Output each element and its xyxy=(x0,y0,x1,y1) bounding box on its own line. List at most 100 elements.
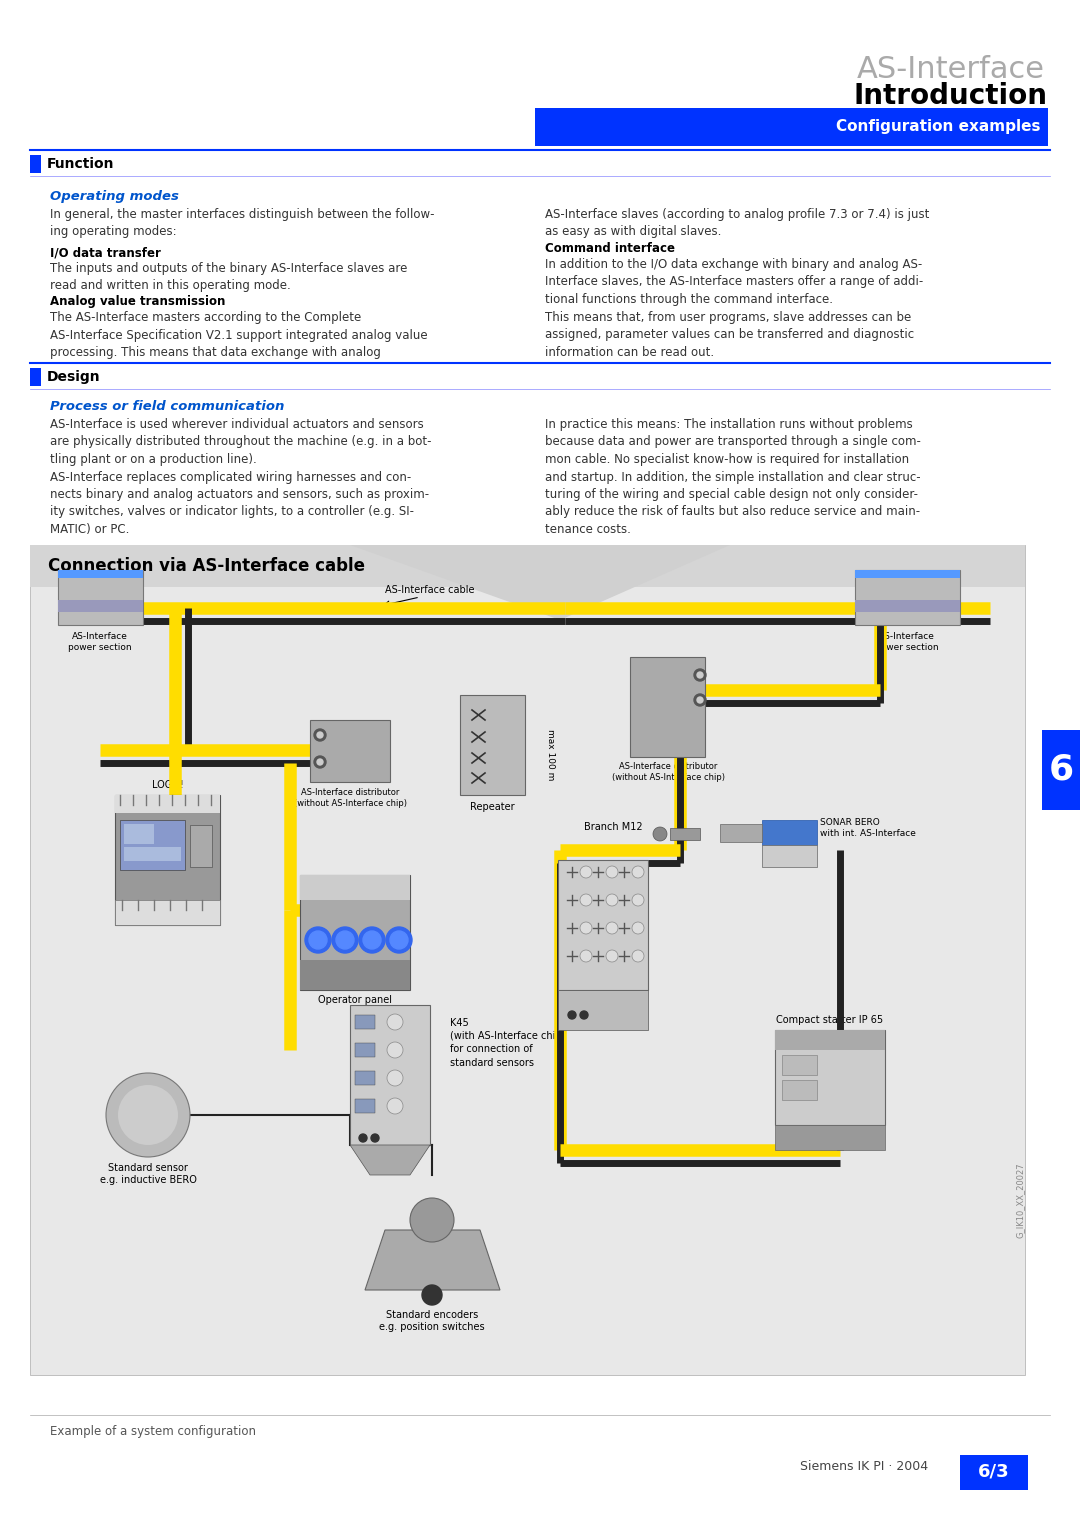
FancyBboxPatch shape xyxy=(114,900,220,924)
Circle shape xyxy=(363,931,381,949)
Text: Branch M12: Branch M12 xyxy=(583,822,643,833)
Text: Configuration examples: Configuration examples xyxy=(836,119,1040,134)
Circle shape xyxy=(336,931,354,949)
FancyBboxPatch shape xyxy=(350,1005,430,1144)
FancyBboxPatch shape xyxy=(782,1054,816,1076)
Text: Design: Design xyxy=(48,370,100,384)
FancyBboxPatch shape xyxy=(124,824,154,843)
Text: AS-Interface: AS-Interface xyxy=(858,55,1045,84)
Circle shape xyxy=(632,950,644,963)
Circle shape xyxy=(314,729,326,741)
FancyBboxPatch shape xyxy=(775,1030,885,1125)
Text: Standard encoders
e.g. position switches: Standard encoders e.g. position switches xyxy=(379,1309,485,1332)
FancyBboxPatch shape xyxy=(855,570,960,625)
FancyBboxPatch shape xyxy=(775,1125,885,1151)
Text: G_IK10_XX_20027: G_IK10_XX_20027 xyxy=(1015,1163,1025,1238)
Circle shape xyxy=(580,866,592,879)
Circle shape xyxy=(387,1042,403,1057)
FancyBboxPatch shape xyxy=(30,545,1025,1375)
Text: max 100 m: max 100 m xyxy=(545,729,554,781)
FancyBboxPatch shape xyxy=(58,570,143,625)
Circle shape xyxy=(372,1134,379,1141)
Text: AS-Interface cable: AS-Interface cable xyxy=(386,585,475,594)
Text: Repeater: Repeater xyxy=(470,802,514,811)
FancyBboxPatch shape xyxy=(300,876,410,990)
Text: AS-Interface distributor
(without AS-Interface chip): AS-Interface distributor (without AS-Int… xyxy=(611,762,725,782)
FancyBboxPatch shape xyxy=(855,601,960,613)
FancyBboxPatch shape xyxy=(558,860,648,990)
Text: 6: 6 xyxy=(1049,753,1074,787)
FancyBboxPatch shape xyxy=(1042,730,1080,810)
Text: K45
(with AS-Interface chip)
for connection of
standard sensors: K45 (with AS-Interface chip) for connect… xyxy=(450,1018,565,1068)
FancyBboxPatch shape xyxy=(114,795,220,924)
Text: AS-Interface is used wherever individual actuators and sensors
are physically di: AS-Interface is used wherever individual… xyxy=(50,419,432,536)
Text: Introduction: Introduction xyxy=(854,83,1048,110)
FancyBboxPatch shape xyxy=(558,990,648,1030)
Circle shape xyxy=(606,921,618,934)
Text: Standard sensor
e.g. inductive BERO: Standard sensor e.g. inductive BERO xyxy=(99,1163,197,1186)
Circle shape xyxy=(632,866,644,879)
Text: Siemens IK PI · 2004: Siemens IK PI · 2004 xyxy=(800,1459,928,1473)
FancyBboxPatch shape xyxy=(960,1455,1028,1490)
Text: K60: K60 xyxy=(594,845,612,856)
Text: AS-Interface
power section: AS-Interface power section xyxy=(875,633,939,652)
Text: Example of a system configuration: Example of a system configuration xyxy=(50,1426,256,1438)
Text: LOGO!: LOGO! xyxy=(152,779,184,790)
Circle shape xyxy=(314,756,326,769)
FancyBboxPatch shape xyxy=(58,570,143,578)
Text: AS-Interface slaves (according to analog profile 7.3 or 7.4) is just
as easy as : AS-Interface slaves (according to analog… xyxy=(545,208,930,238)
Circle shape xyxy=(332,927,357,953)
Text: Process or field communication: Process or field communication xyxy=(50,400,284,413)
Circle shape xyxy=(118,1085,178,1144)
FancyBboxPatch shape xyxy=(114,795,220,813)
FancyBboxPatch shape xyxy=(762,821,816,845)
Text: I/O data transfer: I/O data transfer xyxy=(50,246,161,260)
Text: Function: Function xyxy=(48,157,114,171)
FancyBboxPatch shape xyxy=(355,1099,375,1112)
FancyBboxPatch shape xyxy=(775,1030,885,1050)
Circle shape xyxy=(387,1099,403,1114)
Text: The AS-Interface masters according to the Complete
AS-Interface Specification V2: The AS-Interface masters according to th… xyxy=(50,312,428,359)
FancyBboxPatch shape xyxy=(535,108,1048,147)
Text: In general, the master interfaces distinguish between the follow-
ing operating : In general, the master interfaces distin… xyxy=(50,208,434,238)
Polygon shape xyxy=(350,545,730,620)
Circle shape xyxy=(318,759,323,766)
Circle shape xyxy=(697,672,703,678)
Text: Operating modes: Operating modes xyxy=(50,189,179,203)
FancyBboxPatch shape xyxy=(355,1071,375,1085)
Circle shape xyxy=(309,931,327,949)
Text: 6/3: 6/3 xyxy=(978,1462,1010,1481)
Circle shape xyxy=(580,950,592,963)
Polygon shape xyxy=(365,1230,500,1290)
FancyBboxPatch shape xyxy=(630,657,705,756)
Circle shape xyxy=(106,1073,190,1157)
Circle shape xyxy=(606,950,618,963)
Circle shape xyxy=(653,827,667,840)
Circle shape xyxy=(386,927,411,953)
FancyBboxPatch shape xyxy=(30,545,1025,587)
Circle shape xyxy=(359,927,384,953)
Circle shape xyxy=(387,1015,403,1030)
FancyBboxPatch shape xyxy=(355,1044,375,1057)
Circle shape xyxy=(390,931,408,949)
Text: AS-Interface distributor
(without AS-Interface chip): AS-Interface distributor (without AS-Int… xyxy=(294,788,406,808)
Circle shape xyxy=(422,1285,442,1305)
Circle shape xyxy=(580,1012,588,1019)
Circle shape xyxy=(568,1012,576,1019)
FancyBboxPatch shape xyxy=(670,828,700,840)
Text: Connection via AS-Interface cable: Connection via AS-Interface cable xyxy=(48,558,365,575)
FancyBboxPatch shape xyxy=(120,821,185,869)
Text: SONAR BERO
with int. AS-Interface: SONAR BERO with int. AS-Interface xyxy=(820,817,916,837)
FancyBboxPatch shape xyxy=(300,960,410,990)
FancyBboxPatch shape xyxy=(58,601,143,613)
FancyBboxPatch shape xyxy=(460,695,525,795)
Circle shape xyxy=(305,927,330,953)
Circle shape xyxy=(606,866,618,879)
FancyBboxPatch shape xyxy=(720,824,762,842)
FancyBboxPatch shape xyxy=(310,720,390,782)
Text: Command interface: Command interface xyxy=(545,241,675,255)
Circle shape xyxy=(580,921,592,934)
FancyBboxPatch shape xyxy=(124,847,181,860)
Circle shape xyxy=(410,1198,454,1242)
Text: The inputs and outputs of the binary AS-Interface slaves are
read and written in: The inputs and outputs of the binary AS-… xyxy=(50,261,407,292)
